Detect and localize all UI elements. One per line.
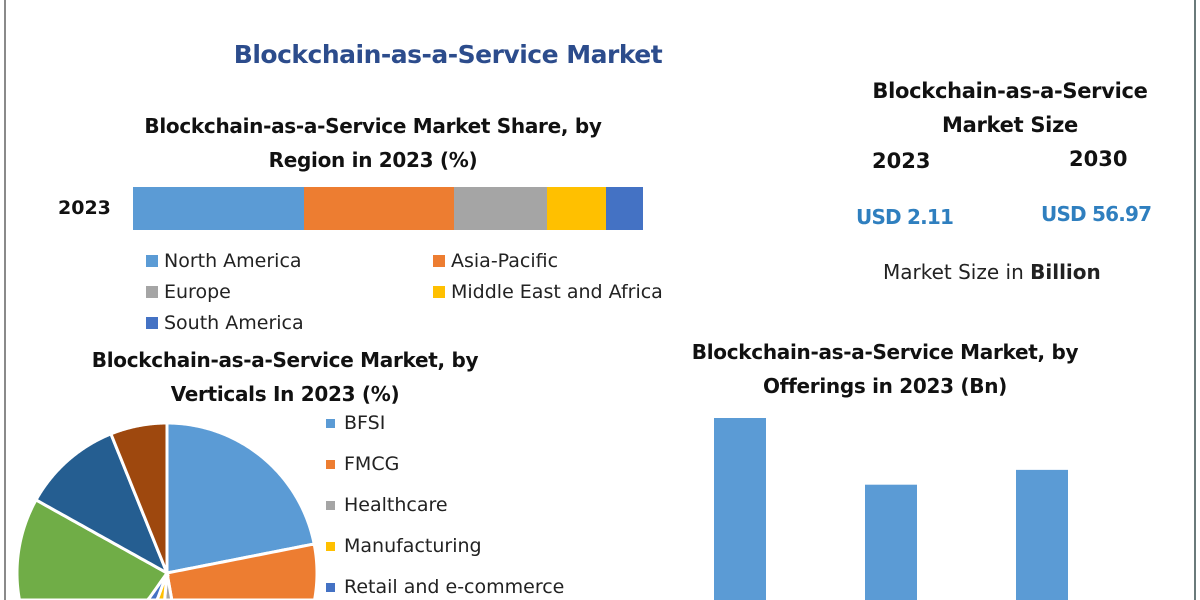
region-legend-item: South America <box>146 312 304 334</box>
legend-swatch <box>326 541 335 551</box>
legend-label: Manufacturing <box>344 535 482 557</box>
legend-label: Europe <box>164 281 231 303</box>
region-legend-item: Europe <box>146 281 231 303</box>
market-size-unit: Market Size in Billion <box>883 260 1101 284</box>
offerings-bar-chart <box>714 418 1068 600</box>
offering-bar-2 <box>865 484 917 600</box>
main-title: Blockchain-as-a-Service Market <box>233 40 663 69</box>
verticals-legend-item: FMCG <box>326 453 399 475</box>
legend-swatch <box>433 255 445 267</box>
stack-segment-asia-pacific <box>303 187 455 230</box>
legend-label: Middle East and Africa <box>451 281 663 303</box>
verticals-title-line1: Blockchain-as-a-Service Market, by <box>91 348 479 372</box>
region-title-line2: Region in 2023 (%) <box>268 148 478 172</box>
pie-slice-fmcg <box>165 542 319 600</box>
verticals-pie-chart <box>15 421 319 600</box>
market-value-2023: USD 2.11 <box>856 205 954 229</box>
market-size-title-line2: Market Size <box>942 113 1078 137</box>
market-size-title-line1: Blockchain-as-a-Service <box>872 79 1148 103</box>
legend-swatch <box>326 500 335 510</box>
verticals-title-line2: Verticals In 2023 (%) <box>170 382 400 406</box>
pie-slice <box>108 421 169 574</box>
legend-label: BFSI <box>344 412 386 434</box>
legend-swatch <box>146 255 158 267</box>
right-border <box>1194 0 1196 600</box>
offerings-chart-title: Blockchain-as-a-Service Market, by Offer… <box>640 335 1130 403</box>
legend-label: Asia-Pacific <box>451 250 559 272</box>
market-size-title: Blockchain-as-a-Service Market Size <box>820 74 1200 142</box>
offering-bar-1 <box>714 418 766 600</box>
legend-label: FMCG <box>344 453 400 475</box>
legend-label: Healthcare <box>344 494 448 516</box>
legend-label: South America <box>164 312 304 334</box>
market-value-2030: USD 56.97 <box>1041 202 1152 226</box>
offering-bar-3 <box>1016 469 1068 600</box>
market-year-2023: 2023 <box>872 149 931 173</box>
offerings-title-line1: Blockchain-as-a-Service Market, by <box>691 340 1079 364</box>
offerings-title-line2: Offerings in 2023 (Bn) <box>763 374 1007 398</box>
legend-swatch <box>326 418 335 428</box>
region-legend-item: Middle East and Africa <box>433 281 663 303</box>
legend-swatch <box>146 317 158 329</box>
stack-segment-middle-east-and-africa <box>547 187 607 230</box>
region-title-line1: Blockchain-as-a-Service Market Share, by <box>144 114 602 138</box>
unit-bold: Billion <box>1030 260 1101 284</box>
region-legend-item: Asia-Pacific <box>433 250 558 272</box>
stacked-bar <box>133 187 643 230</box>
legend-swatch <box>146 286 158 298</box>
left-border <box>4 0 6 600</box>
market-year-2030: 2030 <box>1069 147 1128 171</box>
stack-segment-europe <box>454 187 548 230</box>
unit-prefix: Market Size in <box>883 260 1031 284</box>
legend-label: Retail and e-commerce <box>344 576 565 598</box>
region-chart-title: Blockchain-as-a-Service Market Share, by… <box>100 109 646 177</box>
legend-swatch <box>326 582 335 592</box>
legend-swatch <box>326 459 335 469</box>
pie-slice-manufacturing <box>115 572 169 600</box>
legend-label: North America <box>164 250 302 272</box>
stack-segment-south-america <box>606 187 643 230</box>
verticals-legend-item: BFSI <box>326 412 385 434</box>
legend-swatch <box>433 286 445 298</box>
verticals-legend-item: Retail and e-commerce <box>326 576 564 598</box>
verticals-legend-item: Healthcare <box>326 494 448 516</box>
region-category-label: 2023 <box>58 197 111 219</box>
verticals-chart-title: Blockchain-as-a-Service Market, by Verti… <box>40 343 530 411</box>
verticals-legend-item: Manufacturing <box>326 535 482 557</box>
stack-segment-north-america <box>133 187 304 230</box>
region-legend: North America Asia-Pacific Europe Middle Ea… <box>146 250 706 340</box>
region-legend-item: North America <box>146 250 302 272</box>
